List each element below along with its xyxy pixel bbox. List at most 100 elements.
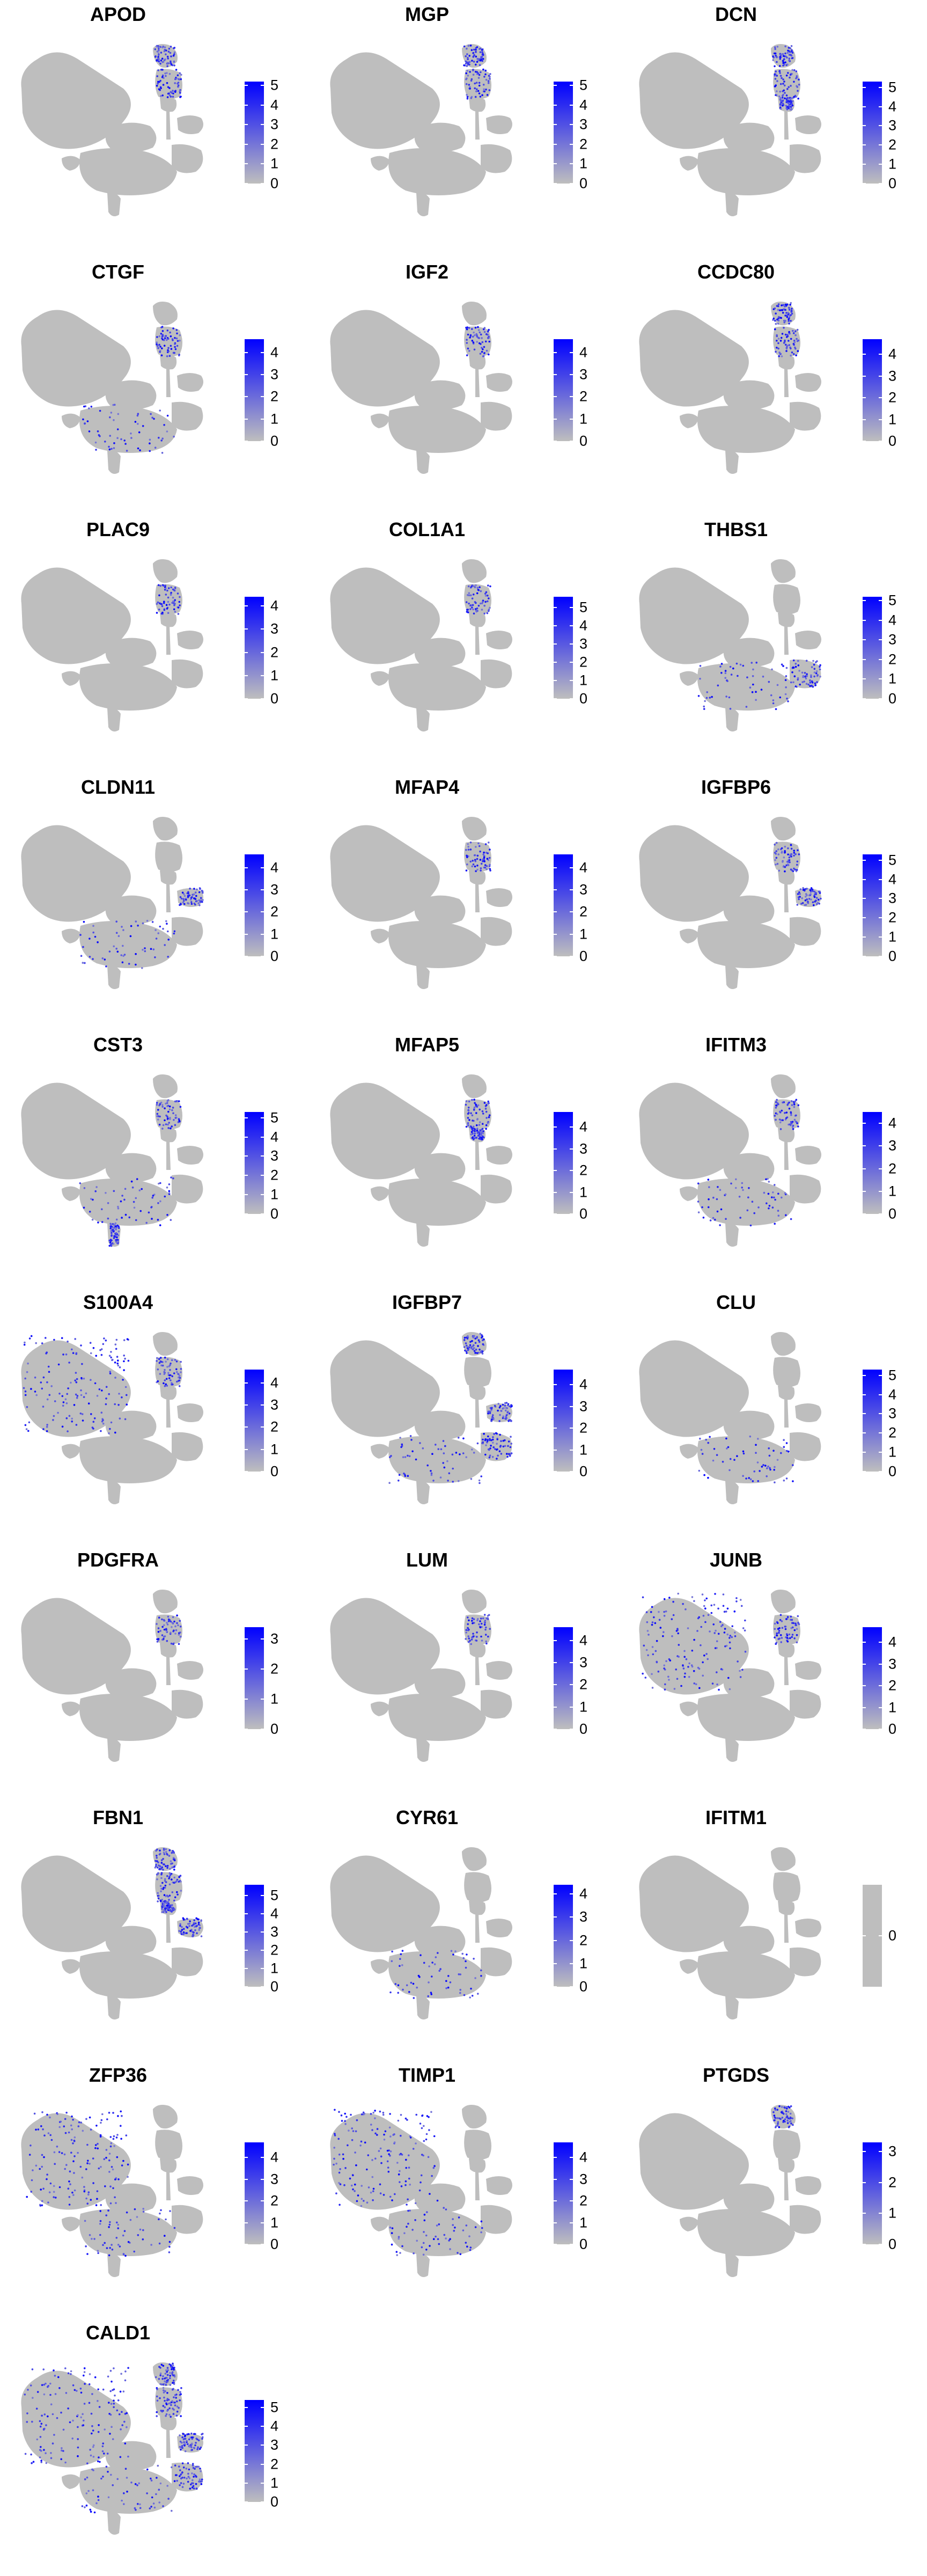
expression-point [172,2413,175,2415]
expression-point [421,2127,423,2129]
expression-point [494,1448,496,1450]
expression-point [788,57,791,60]
expression-point [170,1362,172,1365]
expression-point [89,2508,92,2511]
expression-point [776,56,778,58]
cluster-big-left [21,1855,131,1952]
expression-point [180,1635,182,1638]
expression-point [192,2467,195,2469]
color-bar [245,2142,264,2244]
expression-point [179,596,181,598]
expression-point [174,2402,176,2404]
legend-tick-mark [570,1384,573,1386]
expression-point [344,2120,346,2122]
expression-point [97,430,99,433]
cluster-center-mid [105,2183,157,2213]
expression-point [789,74,792,76]
legend-tick-mark [261,396,264,398]
expression-point [405,2158,407,2161]
legend-tick-mark [863,1935,866,1936]
expression-point [786,316,789,318]
expression-point [746,1209,749,1212]
expression-point [92,2469,94,2471]
cluster-right-lower [172,401,203,431]
expression-point [724,1628,726,1630]
expression-point [174,348,177,350]
expression-point [790,45,793,47]
cluster-center-mid [105,380,157,410]
expression-point [127,2163,129,2166]
legend-tick-label: 2 [270,136,279,152]
expression-point [788,1107,791,1110]
expression-point [507,1445,509,1447]
expression-point [650,1611,652,1613]
expression-point [159,1224,161,1226]
expression-point [126,2477,128,2479]
expression-point [180,1930,182,1933]
expression-point [475,48,477,51]
expression-point [464,1349,466,1352]
expression-point [111,2426,113,2428]
expression-point [60,2411,62,2414]
expression-point [491,1414,494,1416]
expression-point [783,63,785,66]
expression-point [166,55,169,58]
expression-point [465,601,468,603]
expression-point [725,696,727,698]
expression-point [712,1217,715,1219]
expression-point [202,891,204,894]
expression-point [190,901,193,903]
legend-tick-mark [554,662,557,663]
expression-point [409,2183,411,2186]
expression-point [471,584,473,587]
expression-point [429,2193,431,2195]
cluster-center-mid [723,380,775,410]
expression-point [407,2198,409,2200]
legend-tick-mark [245,143,248,145]
expression-point [435,1956,437,1958]
expression-point [142,2238,144,2241]
expression-point [160,1877,163,1879]
expression-point [173,1119,175,1121]
expression-point [482,58,484,60]
expression-point [109,2369,112,2372]
legend-tick-mark [554,104,557,106]
cluster-fib-top [771,1074,796,1099]
expression-point [642,1596,644,1599]
expression-point [169,1118,171,1120]
cluster-right-blob [795,1919,821,1937]
expression-point [163,602,165,604]
expression-point [401,2154,403,2156]
expression-point [499,1405,502,1407]
expression-point [111,2248,114,2251]
legend-tick-label: 5 [888,592,897,609]
expression-point [431,1962,433,1964]
expression-point [157,347,159,349]
expression-point [179,1923,181,1926]
expression-point [50,2139,53,2141]
expression-point [171,92,173,94]
expression-point [389,2196,392,2198]
expression-point [196,900,198,902]
expression-point [797,1125,799,1128]
expression-point [465,1966,467,1969]
expression-point [166,923,168,925]
plot-title: THBS1 [704,518,768,540]
expression-point [409,2209,411,2212]
expression-point [97,2147,99,2150]
expression-point [764,1465,767,1467]
expression-point [165,1881,167,1883]
expression-point [28,2154,31,2156]
expression-point [470,79,473,82]
expression-point [757,1438,759,1440]
expression-point [787,700,789,702]
expression-point [465,55,467,57]
cluster-fib-low [160,1127,177,1143]
expression-point [86,2462,89,2464]
expression-point [466,47,468,50]
expression-point [352,2174,354,2177]
legend-tick-label: 0 [270,1721,279,1737]
expression-point [129,2219,132,2221]
expression-point [172,55,175,57]
